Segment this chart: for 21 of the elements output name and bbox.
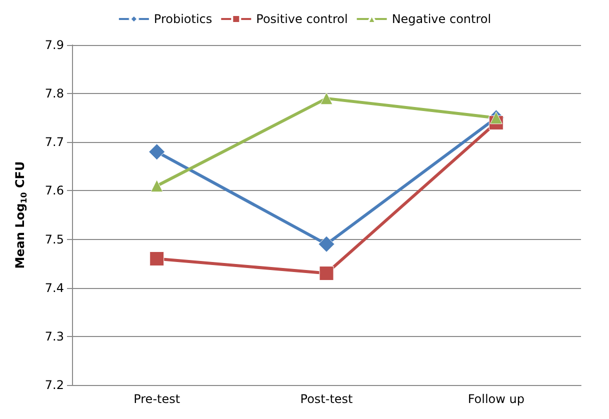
legend-label: Negative control	[392, 12, 492, 26]
point	[319, 266, 334, 281]
y-tick-label: 7.3	[44, 329, 64, 344]
legend-label: Positive control	[256, 12, 348, 26]
y-axis-title: Mean Log10 CFU	[13, 161, 28, 269]
point	[150, 180, 164, 192]
y-tick-label: 7.7	[44, 135, 64, 150]
x-tick-label: Follow up	[468, 392, 525, 406]
y-tick-label: 7.9	[44, 38, 64, 52]
point	[148, 144, 166, 160]
point	[318, 236, 335, 252]
point	[320, 92, 333, 105]
legend-label: Probiotics	[154, 12, 212, 26]
point	[150, 251, 164, 266]
y-tick-label: 7.4	[44, 280, 64, 295]
x-tick-label: Post-test	[300, 392, 354, 406]
y-tick-label: 7.8	[44, 86, 64, 101]
x-tick-label: Pre-test	[134, 392, 180, 406]
y-tick-label: 7.6	[44, 184, 64, 198]
y-tick-label: 7.5	[44, 232, 64, 246]
y-tick-label: 7.2	[44, 378, 64, 392]
